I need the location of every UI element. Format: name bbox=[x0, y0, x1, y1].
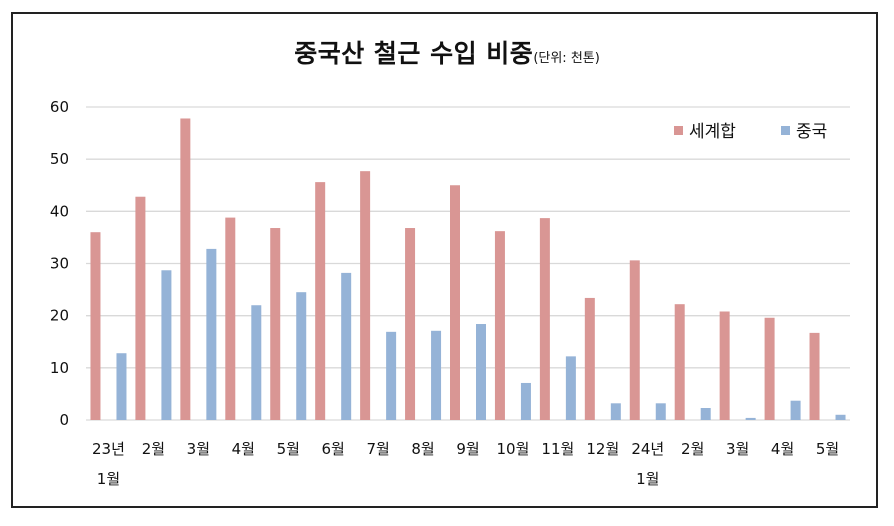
bar-china bbox=[520, 382, 531, 420]
bar-world bbox=[90, 232, 101, 420]
bar-world bbox=[450, 185, 460, 420]
bar-world bbox=[225, 217, 236, 420]
x-axis: 23년 1월 2월 3월 4월 5월 6월 7월 8월 9월 10월 11월 12월 24년 1월 2월 3월 4… bbox=[92, 440, 839, 488]
bar-china bbox=[610, 403, 621, 420]
x-tick-label: 4월 bbox=[232, 440, 255, 458]
gridlines bbox=[86, 106, 850, 421]
bar-china bbox=[476, 324, 486, 420]
y-axis: 0 10 20 30 40 50 60 bbox=[50, 98, 69, 429]
x-tick-label: 5월 bbox=[816, 440, 839, 458]
legend-swatch bbox=[781, 126, 790, 135]
x-tick-label: 8월 bbox=[411, 440, 434, 458]
x-tick-label: 23년 bbox=[92, 440, 125, 458]
chart-frame bbox=[11, 12, 878, 508]
y-tick-label: 30 bbox=[50, 255, 69, 273]
bar-world bbox=[674, 304, 685, 420]
x-tick-label: 3월 bbox=[187, 440, 210, 458]
bar-world bbox=[360, 171, 371, 420]
x-tick-label: 5월 bbox=[277, 440, 300, 458]
legend-swatch bbox=[674, 126, 683, 135]
x-tick-label: 6월 bbox=[322, 440, 345, 458]
bar-china bbox=[700, 408, 711, 420]
x-tick-label: 9월 bbox=[456, 440, 479, 458]
chart-title-main: 중국산 철근 수입 비중 bbox=[294, 39, 534, 68]
bar-world bbox=[315, 182, 326, 420]
bar-china bbox=[386, 331, 397, 420]
y-tick-label: 60 bbox=[50, 98, 69, 116]
bar-china bbox=[296, 292, 307, 420]
bar-china bbox=[161, 270, 172, 420]
bar-china bbox=[431, 330, 442, 420]
x-tick-label: 12월 bbox=[586, 440, 619, 458]
bar-world bbox=[539, 218, 550, 420]
y-tick-label: 20 bbox=[50, 307, 69, 325]
x-tick-label: 7월 bbox=[366, 440, 389, 458]
x-tick-label: 3월 bbox=[726, 440, 749, 458]
x-tick-label: 2월 bbox=[142, 440, 165, 458]
x-tick-label: 10월 bbox=[496, 440, 529, 458]
legend: 세계합 중국 bbox=[674, 122, 827, 142]
chart-title: 중국산 철근 수입 비중(단위: 천톤) bbox=[0, 34, 894, 70]
bar-china bbox=[835, 414, 846, 420]
x-tick-label: 1월 bbox=[97, 470, 120, 488]
bar-china bbox=[116, 353, 127, 420]
x-tick-label: 24년 bbox=[631, 440, 664, 458]
bar-china bbox=[565, 356, 576, 420]
y-tick-label: 40 bbox=[50, 202, 69, 220]
x-tick-label: 2월 bbox=[681, 440, 704, 458]
bar-china bbox=[655, 403, 666, 420]
legend-label: 중국 bbox=[796, 122, 827, 142]
bar-world bbox=[180, 118, 191, 420]
x-tick-label: 11월 bbox=[541, 440, 574, 458]
bar-china bbox=[745, 417, 756, 420]
bar-world bbox=[584, 297, 595, 420]
x-tick-label: 4월 bbox=[771, 440, 794, 458]
bar-china bbox=[341, 272, 352, 420]
chart-subtitle: (단위: 천톤) bbox=[533, 51, 600, 66]
bar-world bbox=[809, 332, 820, 420]
bar-world bbox=[405, 228, 416, 420]
bar-china bbox=[251, 305, 262, 420]
bars bbox=[90, 118, 846, 420]
x-tick-label: 1월 bbox=[636, 470, 659, 488]
bar-world bbox=[629, 260, 640, 420]
y-tick-label: 50 bbox=[50, 150, 69, 168]
bar-china bbox=[206, 248, 217, 420]
bar-china bbox=[790, 400, 801, 420]
bar-world bbox=[135, 196, 146, 420]
legend-label: 세계합 bbox=[689, 122, 736, 142]
bar-world bbox=[270, 228, 281, 420]
bar-world bbox=[764, 317, 775, 420]
y-tick-label: 10 bbox=[50, 359, 69, 377]
bar-world bbox=[719, 311, 730, 420]
y-tick-label: 0 bbox=[59, 411, 69, 429]
bar-world bbox=[494, 231, 505, 420]
